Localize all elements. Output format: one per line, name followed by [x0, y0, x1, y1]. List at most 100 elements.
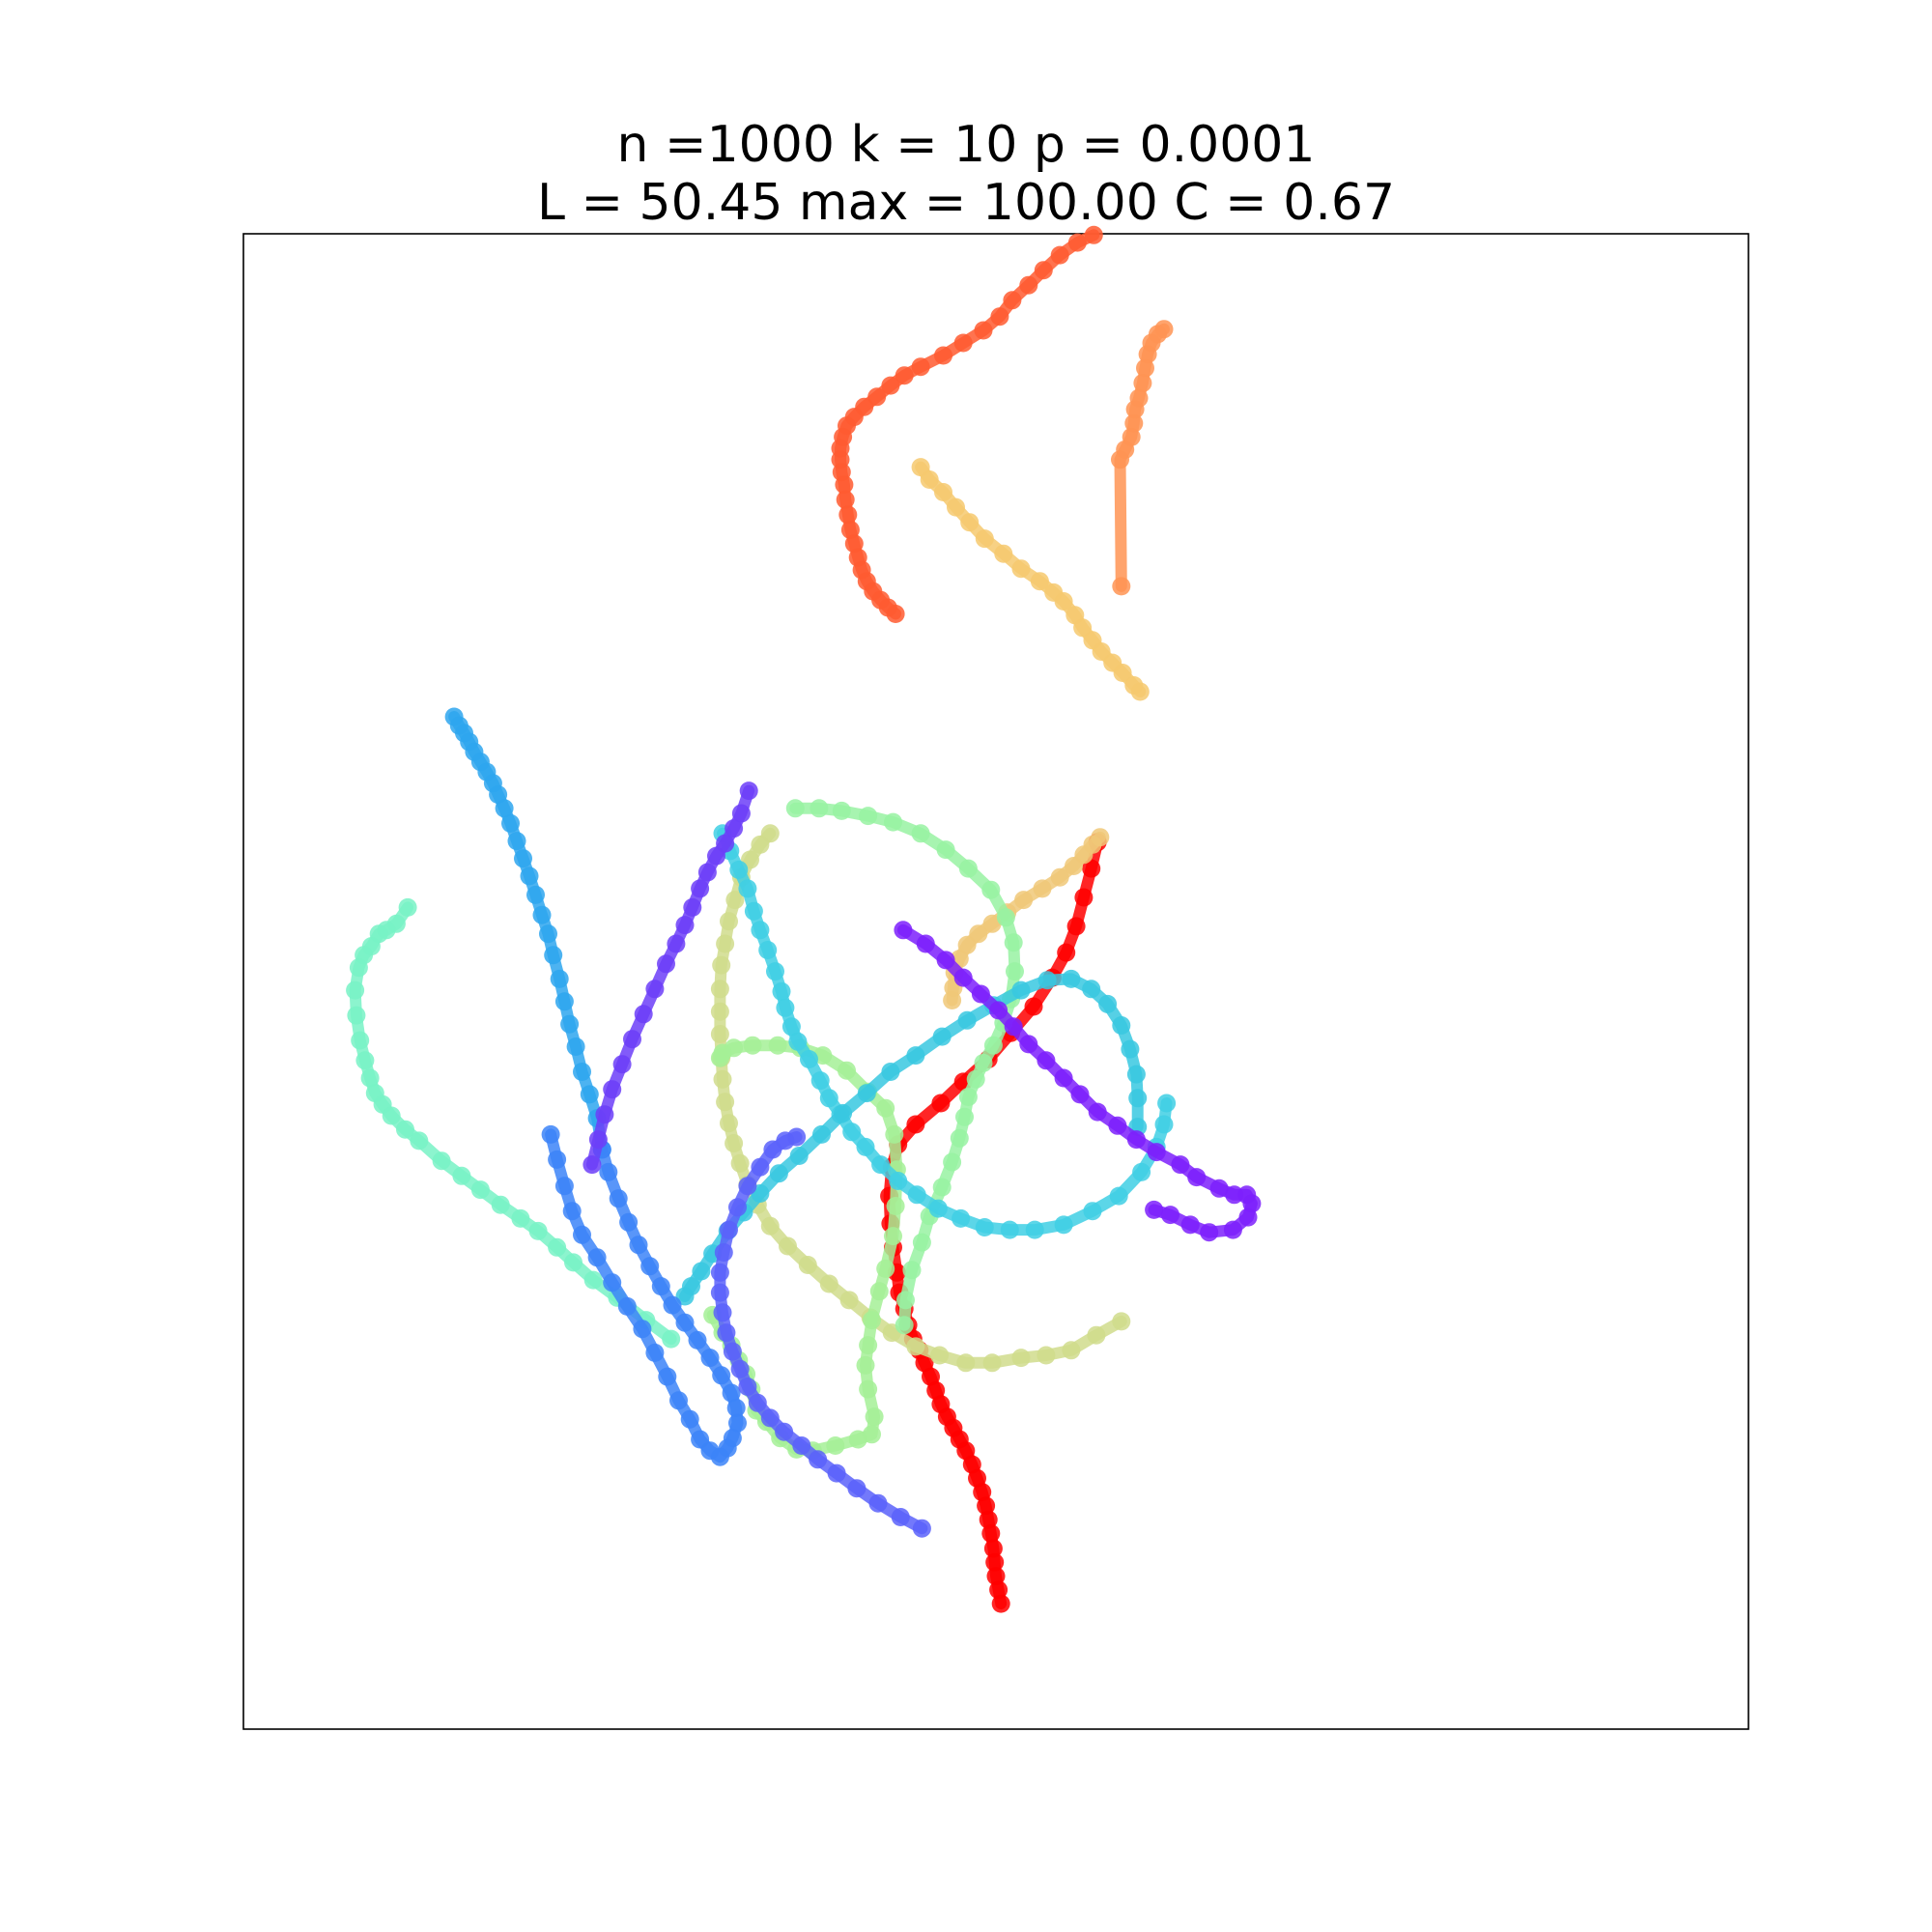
data-point — [432, 1151, 451, 1171]
data-point — [667, 934, 686, 953]
data-point — [731, 804, 751, 823]
data-point — [990, 307, 1009, 327]
data-point — [743, 1036, 762, 1055]
data-point — [1006, 962, 1024, 981]
data-point — [730, 1359, 750, 1378]
data-point — [856, 1137, 875, 1156]
data-point — [789, 1147, 809, 1165]
data-point — [812, 1124, 831, 1144]
data-point — [554, 1177, 574, 1196]
data-point — [986, 1567, 1006, 1586]
data-point — [710, 1283, 729, 1302]
data-point — [554, 992, 574, 1011]
data-point — [651, 1277, 670, 1296]
data-point — [738, 1177, 757, 1196]
data-point — [886, 605, 905, 623]
data-point — [788, 1032, 808, 1051]
data-point — [834, 1103, 853, 1122]
data-point — [528, 1221, 548, 1240]
data-point — [975, 529, 994, 549]
data-point — [835, 475, 854, 495]
data-point — [907, 1185, 926, 1205]
data-point — [953, 333, 973, 353]
data-point — [838, 505, 858, 525]
data-point — [979, 1510, 998, 1529]
data-point — [775, 1422, 794, 1441]
data-point — [982, 914, 1002, 933]
data-point — [1126, 1130, 1146, 1150]
series-1 — [831, 225, 1103, 623]
data-point — [562, 1202, 582, 1221]
data-point — [1033, 879, 1052, 898]
data-point — [884, 1227, 902, 1246]
data-point — [720, 912, 738, 931]
data-point — [869, 1282, 889, 1301]
data-point — [1088, 1102, 1107, 1122]
data-point — [1057, 943, 1076, 962]
data-point — [1124, 413, 1144, 433]
data-point — [544, 946, 563, 965]
data-point — [1011, 559, 1031, 579]
data-point — [1003, 291, 1022, 310]
data-point — [1157, 1094, 1177, 1113]
data-point — [548, 1150, 567, 1169]
data-point — [971, 984, 990, 1004]
data-point — [836, 490, 855, 509]
data-point — [1011, 1349, 1031, 1368]
data-point — [758, 941, 778, 959]
data-point — [720, 1114, 738, 1133]
data-point — [346, 980, 365, 1000]
data-point — [960, 513, 980, 532]
data-point — [629, 1236, 648, 1255]
data-point — [911, 357, 930, 377]
data-point — [751, 1157, 770, 1177]
data-point — [669, 1391, 688, 1410]
data-point — [839, 1291, 859, 1310]
data-point — [810, 1071, 830, 1091]
data-point — [1154, 320, 1174, 339]
data-point — [798, 1256, 817, 1274]
data-point — [779, 1236, 797, 1256]
data-point — [1067, 233, 1087, 252]
data-point — [645, 980, 665, 999]
data-point — [612, 1055, 632, 1074]
data-point — [691, 879, 710, 898]
series-14 — [582, 781, 758, 1175]
data-point — [410, 1131, 429, 1151]
data-point — [957, 1010, 977, 1030]
data-point — [728, 1413, 747, 1433]
data-point — [1154, 1115, 1174, 1134]
data-point — [896, 1291, 915, 1310]
data-point — [489, 785, 508, 804]
data-point — [514, 849, 532, 868]
data-point — [996, 908, 1015, 927]
series-12 — [541, 1124, 747, 1466]
data-point — [729, 860, 749, 879]
data-point — [1171, 1155, 1190, 1175]
data-point — [739, 781, 758, 801]
data-point — [603, 1273, 622, 1293]
data-point — [1062, 969, 1081, 988]
data-point — [1037, 1346, 1056, 1365]
data-point — [902, 1261, 922, 1280]
data-point — [1121, 1039, 1140, 1059]
data-point — [915, 1353, 934, 1373]
data-point — [722, 1383, 741, 1403]
data-point — [768, 1036, 787, 1055]
data-point — [697, 863, 717, 882]
data-point — [974, 321, 993, 340]
data-point — [840, 521, 860, 539]
data-point — [1034, 261, 1053, 280]
data-point — [609, 1189, 628, 1208]
data-point — [891, 1508, 910, 1526]
data-point — [956, 1441, 976, 1461]
data-point — [1065, 857, 1083, 875]
data-point — [863, 1425, 881, 1444]
axes-frame — [242, 233, 1749, 1730]
data-point — [645, 1343, 665, 1362]
data-point — [633, 1320, 652, 1339]
data-point — [859, 807, 878, 826]
data-point — [916, 934, 935, 953]
data-point — [966, 1069, 985, 1089]
data-point — [962, 1455, 981, 1474]
